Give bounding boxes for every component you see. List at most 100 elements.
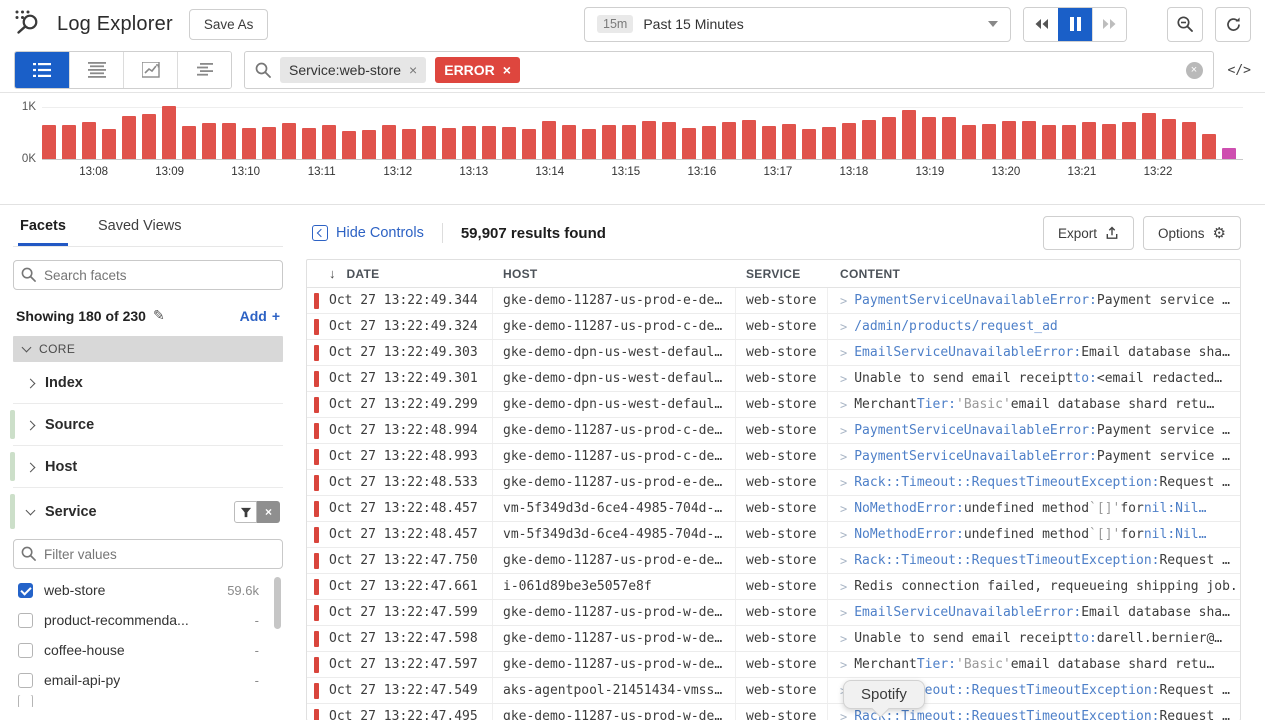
facet-checkbox[interactable] xyxy=(18,612,33,628)
histogram-bar[interactable] xyxy=(222,123,236,159)
histogram-bar[interactable] xyxy=(602,125,616,159)
log-search-box[interactable]: Service:web-store × ERROR × × xyxy=(244,51,1214,89)
table-row[interactable]: Oct 27 13:22:48.994 gke-demo-11287-us-pro… xyxy=(307,418,1240,444)
column-header-host[interactable]: HOST xyxy=(503,266,538,281)
search-facets-input[interactable] xyxy=(13,260,283,290)
histogram-bar[interactable] xyxy=(902,110,916,159)
expand-chevron-icon[interactable]: > xyxy=(840,345,848,360)
table-row[interactable]: Oct 27 13:22:47.750 gke-demo-11287-us-pro… xyxy=(307,548,1240,574)
time-range-selector[interactable]: 15m Past 15 Minutes xyxy=(584,6,1011,42)
histogram-bar[interactable] xyxy=(142,114,156,159)
hide-controls-button[interactable]: Hide Controls xyxy=(312,225,424,241)
expand-chevron-icon[interactable]: > xyxy=(840,371,848,386)
clear-search-icon[interactable]: × xyxy=(1185,61,1203,79)
table-row[interactable]: Oct 27 13:22:49.299 gke-demo-dpn-us-west-… xyxy=(307,392,1240,418)
histogram-bar[interactable] xyxy=(1062,125,1076,159)
expand-chevron-icon[interactable]: > xyxy=(840,631,848,646)
histogram-bar[interactable] xyxy=(302,128,316,159)
histogram-bar[interactable] xyxy=(882,117,896,159)
expand-chevron-icon[interactable]: > xyxy=(840,553,848,568)
histogram-bar[interactable] xyxy=(1142,113,1156,159)
expand-chevron-icon[interactable]: > xyxy=(840,319,848,334)
histogram-bar[interactable] xyxy=(1002,121,1016,159)
histogram-bar[interactable] xyxy=(122,116,136,159)
options-button[interactable]: Options ⚙ xyxy=(1143,216,1241,250)
expand-chevron-icon[interactable]: > xyxy=(840,475,848,490)
histogram-bar[interactable] xyxy=(262,127,276,159)
histogram-bar[interactable] xyxy=(1162,119,1176,159)
expand-chevron-icon[interactable]: > xyxy=(840,527,848,542)
histogram-bar[interactable] xyxy=(1102,124,1116,159)
histogram-bar[interactable] xyxy=(42,125,56,159)
histogram-bar[interactable] xyxy=(1022,121,1036,159)
table-row[interactable]: Oct 27 13:22:49.344 gke-demo-11287-us-pro… xyxy=(307,288,1240,314)
patterns-view-button[interactable] xyxy=(177,52,231,88)
timeseries-view-button[interactable] xyxy=(123,52,177,88)
add-facet-button[interactable]: Add + xyxy=(240,308,280,324)
facet-checkbox[interactable] xyxy=(18,695,33,707)
histogram-bar[interactable] xyxy=(182,126,196,159)
histogram-bar[interactable] xyxy=(442,128,456,159)
table-row[interactable]: Oct 27 13:22:47.599 gke-demo-11287-us-pro… xyxy=(307,600,1240,626)
histogram-bar[interactable] xyxy=(1042,125,1056,159)
histogram-bar[interactable] xyxy=(842,123,856,159)
histogram-bar[interactable] xyxy=(482,126,496,159)
histogram-bar[interactable] xyxy=(502,127,516,159)
histogram-bar[interactable] xyxy=(562,125,576,159)
histogram-bar[interactable] xyxy=(1182,122,1196,159)
histogram-bar[interactable] xyxy=(942,117,956,159)
histogram-bar[interactable] xyxy=(462,126,476,159)
histogram-bar[interactable] xyxy=(782,124,796,159)
histogram-bar[interactable] xyxy=(742,120,756,159)
facet-group-host[interactable]: Host xyxy=(10,446,283,488)
histogram-bar[interactable] xyxy=(982,124,996,159)
facet-checkbox[interactable] xyxy=(18,582,33,598)
histogram-bar[interactable] xyxy=(622,125,636,159)
table-row[interactable]: Oct 27 13:22:49.324 gke-demo-11287-us-pro… xyxy=(307,314,1240,340)
expand-chevron-icon[interactable]: > xyxy=(840,709,848,720)
histogram-bar[interactable] xyxy=(402,129,416,159)
table-row[interactable]: Oct 27 13:22:47.495 gke-demo-11287-us-pro… xyxy=(307,704,1240,720)
table-row[interactable]: Oct 27 13:22:48.457 vm-5f349d3d-6ce4-4985… xyxy=(307,496,1240,522)
filter-chip-service[interactable]: Service:web-store × xyxy=(280,57,427,83)
remove-filter-icon[interactable]: × xyxy=(409,62,418,78)
remove-filter-icon[interactable]: × xyxy=(502,62,511,78)
expand-chevron-icon[interactable]: > xyxy=(840,449,848,464)
histogram-bar[interactable] xyxy=(342,131,356,159)
table-row[interactable]: Oct 27 13:22:47.598 gke-demo-11287-us-pro… xyxy=(307,626,1240,652)
table-row[interactable]: Oct 27 13:22:49.303 gke-demo-dpn-us-west-… xyxy=(307,340,1240,366)
facet-checkbox[interactable] xyxy=(18,672,33,688)
list-view-button[interactable] xyxy=(15,52,69,88)
histogram-bar[interactable] xyxy=(722,122,736,159)
histogram-bar[interactable] xyxy=(382,125,396,159)
table-row[interactable]: Oct 27 13:22:48.993 gke-demo-11287-us-pro… xyxy=(307,444,1240,470)
histogram-bar[interactable] xyxy=(762,126,776,159)
histogram-bar[interactable] xyxy=(102,129,116,159)
table-row[interactable]: Oct 27 13:22:49.301 gke-demo-dpn-us-west-… xyxy=(307,366,1240,392)
facet-value-row[interactable]: email-api-py - xyxy=(13,665,283,695)
histogram-bar[interactable] xyxy=(542,121,556,159)
histogram-bar[interactable] xyxy=(642,121,656,159)
facet-value-row[interactable]: product-recommenda... - xyxy=(13,605,283,635)
scrollbar-thumb[interactable] xyxy=(274,577,281,629)
expand-chevron-icon[interactable]: > xyxy=(840,657,848,672)
log-search-input[interactable] xyxy=(528,62,1177,78)
histogram-bar[interactable] xyxy=(702,126,716,159)
refresh-button[interactable] xyxy=(1215,6,1251,42)
save-as-button[interactable]: Save As xyxy=(188,8,269,40)
column-header-date[interactable]: ↓ DATE xyxy=(329,266,380,281)
histogram-bar[interactable] xyxy=(422,126,436,159)
histogram-bar[interactable] xyxy=(862,120,876,159)
expand-chevron-icon[interactable]: > xyxy=(840,605,848,620)
table-row[interactable]: Oct 27 13:22:48.533 gke-demo-11287-us-pro… xyxy=(307,470,1240,496)
table-row[interactable]: Oct 27 13:22:47.549 aks-agentpool-2145143… xyxy=(307,678,1240,704)
expand-chevron-icon[interactable]: > xyxy=(840,397,848,412)
filter-applied-button[interactable] xyxy=(234,501,257,523)
facet-group-source[interactable]: Source xyxy=(10,404,283,446)
histogram-bar[interactable] xyxy=(82,122,96,159)
histogram-bar[interactable] xyxy=(822,127,836,159)
facet-value-row[interactable]: coffee-house - xyxy=(13,635,283,665)
histogram-bar[interactable] xyxy=(662,122,676,159)
table-row[interactable]: Oct 27 13:22:47.661 i-061d89be3e5057e8f we… xyxy=(307,574,1240,600)
histogram-bar[interactable] xyxy=(242,128,256,159)
